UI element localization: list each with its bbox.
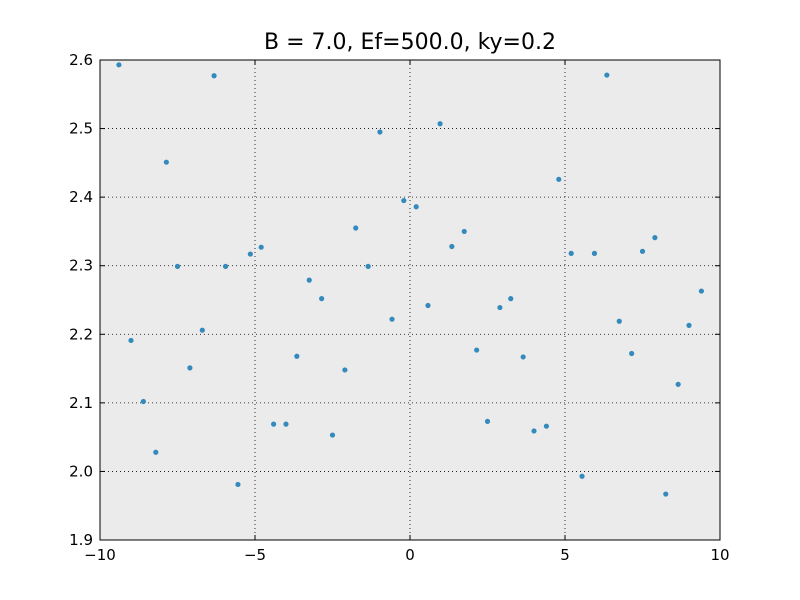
data-point [153,449,159,455]
data-point [389,316,395,322]
data-point [401,197,407,204]
data-point [543,423,550,429]
data-point [474,347,480,353]
data-point [531,428,537,434]
data-point [329,432,336,438]
data-point [365,263,371,269]
data-point [616,318,622,324]
data-point [187,365,193,371]
data-point [449,243,455,250]
data-point [484,418,491,424]
data-point [520,354,526,360]
data-point [591,250,598,256]
data-point [629,350,635,357]
y-tick-label: 2.2 [69,325,93,343]
data-point [604,72,610,78]
y-tick-label: 2.3 [69,257,93,275]
chart-title: B = 7.0, Ef=500.0, ky=0.2 [264,30,556,55]
x-tick-label: −10 [84,546,116,564]
data-point [163,159,169,165]
data-point [686,322,692,328]
data-point [342,367,348,373]
data-point [698,288,705,294]
data-point [663,491,669,497]
plot-frame [99,59,721,541]
y-tick-label: 2.6 [69,51,93,69]
data-point [306,277,312,283]
data-point [116,62,122,68]
x-tick-label: 10 [710,546,729,564]
data-point [508,296,514,302]
data-point [294,353,300,359]
data-point [568,250,574,256]
data-point [497,304,503,311]
data-point [222,263,229,269]
data-point [556,176,562,182]
y-tick-label: 2.4 [69,188,93,206]
data-point [247,251,253,257]
y-tick-label: 2.0 [69,462,93,480]
x-tick-label: 5 [560,546,570,564]
data-point [258,244,264,250]
y-tick-label: 2.1 [69,394,93,412]
data-point [199,327,205,333]
data-point [174,263,181,269]
data-point [211,73,217,79]
data-point [271,421,277,427]
data-point [579,473,585,479]
data-point [639,248,646,254]
data-point [128,337,134,344]
data-point [353,225,359,231]
data-point [675,381,681,387]
data-point [283,421,289,427]
data-point [413,204,419,210]
data-point [377,129,383,135]
data-point [319,296,325,302]
data-point [235,481,241,488]
y-tick-label: 1.9 [69,531,93,549]
data-point [425,302,431,309]
x-tick-label: −5 [244,546,266,564]
y-tick-label: 2.5 [69,120,93,138]
data-point [652,235,658,241]
data-point [437,121,443,127]
x-tick-label: 0 [405,546,415,564]
data-point [461,228,467,235]
data-point [140,398,146,405]
